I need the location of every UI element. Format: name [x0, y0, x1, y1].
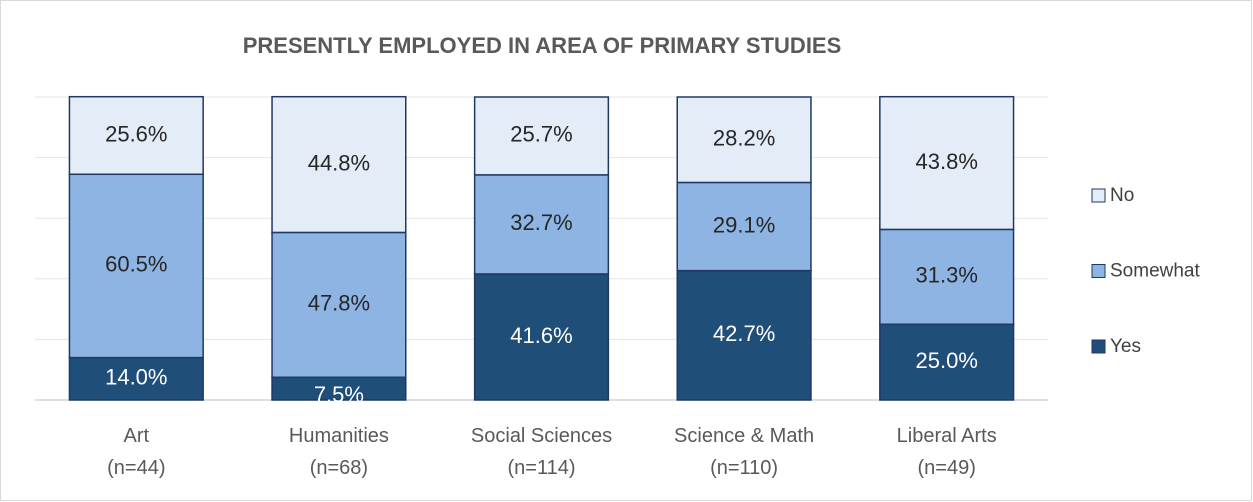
bar-segment: [879, 323, 1015, 401]
bar-segment: [473, 174, 610, 275]
bar-segment: [676, 181, 812, 272]
bar-segment: [473, 273, 610, 401]
legend-label: Yes: [1110, 336, 1141, 357]
bar-segment: [879, 228, 1015, 325]
chart-title: PRESENTLY EMPLOYED IN AREA OF PRIMARY ST…: [243, 33, 842, 58]
data-label: 14.0%: [105, 365, 167, 390]
bar-segment: [473, 96, 610, 176]
bar-segment: [68, 356, 204, 401]
bar-segment: [879, 95, 1015, 231]
bar-segment: [68, 95, 204, 176]
x-tick-label: Liberal Arts (n=49): [897, 425, 997, 479]
legend-swatch: [1091, 264, 1106, 278]
x-tick-label: Humanities (n=68): [289, 425, 389, 479]
data-label: 31.3%: [916, 263, 978, 288]
data-label: 29.1%: [713, 212, 775, 237]
data-label: 25.0%: [916, 348, 978, 373]
data-label: 25.6%: [105, 121, 167, 146]
data-label: 32.7%: [510, 210, 572, 235]
data-label: 42.7%: [713, 321, 775, 346]
bar-segment: [676, 269, 812, 401]
bar-segment: [676, 96, 812, 184]
legend-swatch: [1091, 339, 1106, 354]
x-tick-label: Art (n=44): [107, 425, 165, 479]
legend-swatch: [1091, 188, 1106, 203]
x-tick-label: Social Sciences (n=114): [471, 425, 612, 479]
data-label: 7.5%: [314, 382, 364, 407]
legend-label: No: [1110, 185, 1134, 206]
data-label: 25.7%: [510, 122, 572, 147]
legend-label: Somewhat: [1110, 261, 1200, 282]
data-label: 28.2%: [713, 126, 775, 151]
data-label: 43.8%: [916, 149, 978, 174]
data-label: 60.5%: [105, 252, 167, 277]
data-label: 41.6%: [510, 323, 572, 348]
bar-segment: [271, 95, 407, 234]
x-tick-label: Science & Math (n=110): [674, 425, 814, 479]
bar-segment: [68, 173, 204, 359]
data-label: 44.8%: [308, 150, 370, 175]
data-label: 47.8%: [308, 291, 370, 316]
